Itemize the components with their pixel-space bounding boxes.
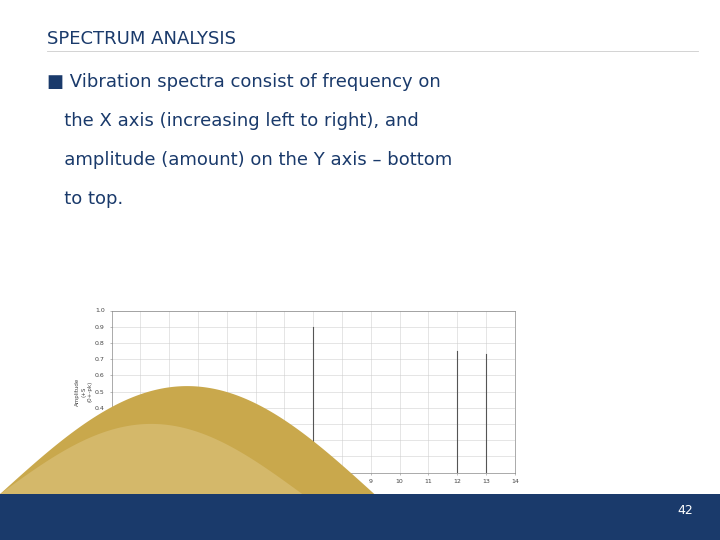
Text: to top.: to top. (47, 190, 123, 207)
Text: amplitude (amount) on the Y axis – bottom: amplitude (amount) on the Y axis – botto… (47, 151, 452, 168)
Polygon shape (0, 424, 302, 540)
Text: SPECTRUM ANALYSIS: SPECTRUM ANALYSIS (47, 30, 236, 48)
Text: 42: 42 (677, 504, 693, 517)
Polygon shape (0, 386, 374, 540)
Y-axis label: Amplitude
(+S
(0+-pk): Amplitude (+S (0+-pk) (76, 377, 92, 406)
X-axis label: Cycles Per Minute
(RPM) X 100s: Cycles Per Minute (RPM) X 100s (285, 487, 341, 498)
Text: the X axis (increasing left to right), and: the X axis (increasing left to right), a… (47, 112, 418, 130)
Text: ■ Vibration spectra consist of frequency on: ■ Vibration spectra consist of frequency… (47, 73, 441, 91)
